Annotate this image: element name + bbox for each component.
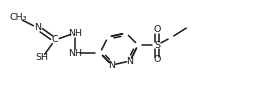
Text: C: C	[52, 36, 58, 45]
Text: N: N	[126, 56, 133, 66]
Text: SH: SH	[35, 54, 48, 63]
Text: N: N	[34, 24, 41, 33]
Text: NH: NH	[68, 49, 82, 57]
Text: NH: NH	[68, 29, 82, 38]
Text: N: N	[108, 61, 115, 70]
Text: O: O	[153, 56, 160, 64]
Text: O: O	[153, 26, 160, 34]
Text: CH₃: CH₃	[9, 13, 27, 22]
Text: S: S	[153, 40, 159, 50]
